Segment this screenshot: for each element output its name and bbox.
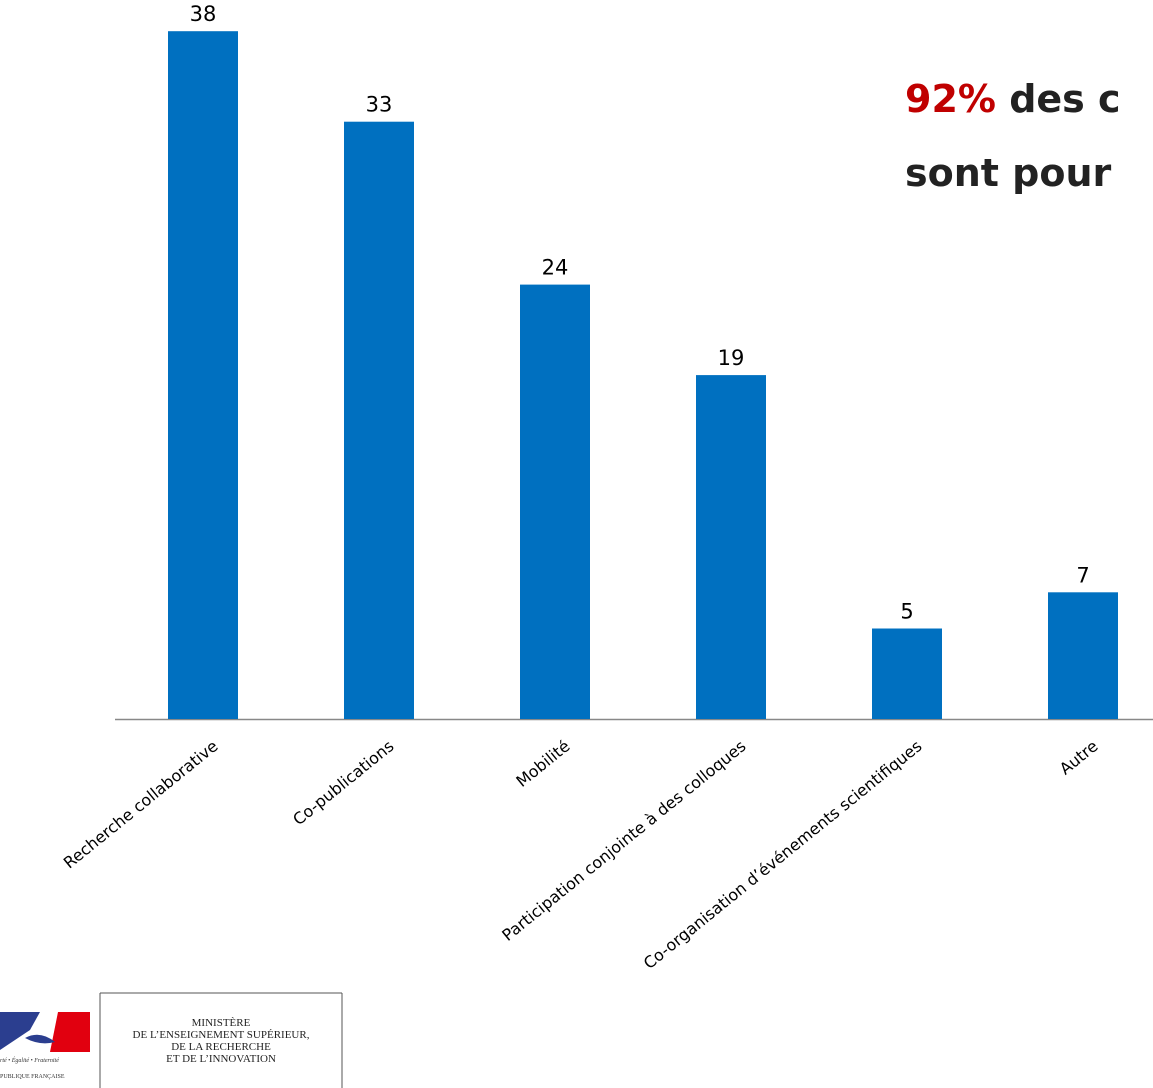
ministry-line: DE L’ENSEIGNEMENT SUPÉRIEUR, [133, 1029, 310, 1041]
x-tick-label: Co-organisation d’événements scientifiqu… [640, 736, 926, 972]
logo: rté • Égalité • Fraternité PUBLIQUE FRAN… [0, 992, 343, 1088]
annotation-line1: 92% des c [905, 77, 1121, 121]
flag-profile [25, 1034, 55, 1044]
highlight: 92% [905, 77, 996, 121]
value-label: 5 [900, 600, 913, 624]
x-tick-label: Recherche collaborative [60, 736, 222, 872]
annotation-text: des c [1009, 77, 1120, 121]
bar [696, 375, 766, 719]
value-label: 19 [718, 346, 745, 370]
bar [1048, 592, 1118, 719]
bar [344, 121, 414, 719]
republic: PUBLIQUE FRANÇAISE [0, 1074, 65, 1080]
bar [872, 628, 942, 719]
value-label: 38 [190, 2, 217, 26]
bar [168, 31, 238, 719]
value-label: 24 [542, 256, 569, 280]
x-tick-label: Co-publications [289, 736, 397, 829]
value-label: 33 [366, 93, 393, 117]
x-tick-label: Mobilité [512, 736, 573, 791]
ministry-line: ET DE L’INNOVATION [166, 1053, 276, 1065]
bar [520, 284, 590, 719]
motto: rté • Égalité • Fraternité [0, 1056, 59, 1064]
x-tick-label: Autre [1056, 736, 1102, 778]
value-label: 7 [1076, 563, 1089, 587]
ministry-line: DE LA RECHERCHE [171, 1041, 271, 1053]
ministry-line: MINISTÈRE [192, 1017, 251, 1029]
flag-blue [0, 1012, 40, 1050]
annotation-line2: sont pour [905, 151, 1112, 195]
flag-red [50, 1012, 90, 1052]
